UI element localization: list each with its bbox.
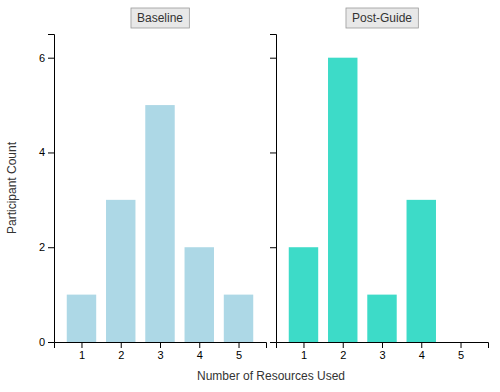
y-tick-label: 0: [39, 336, 45, 348]
y-tick-mark: [270, 152, 276, 153]
y-tick-mark: [48, 58, 54, 59]
bar: [67, 295, 96, 342]
x-tick: 2: [118, 342, 124, 361]
y-axis-title: Participant Count: [5, 141, 19, 234]
bar: [407, 200, 436, 342]
y-tick: 0: [39, 336, 54, 348]
y-tick: [270, 342, 276, 343]
y-axis-line: [270, 35, 277, 343]
y-tick: [270, 152, 276, 153]
x-tick: 5: [236, 342, 242, 361]
title-box: [346, 8, 418, 28]
y-tick: 4: [39, 146, 54, 158]
panel-title: Post-Guide: [346, 8, 418, 28]
x-tick-label: 5: [458, 349, 464, 361]
y-tick: 6: [39, 52, 54, 64]
x-tick-label: 2: [118, 349, 124, 361]
x-tick-mark: [199, 342, 200, 348]
bar: [185, 247, 214, 342]
title-box: [131, 8, 189, 28]
plot-area: [67, 105, 253, 342]
x-tick-label: 1: [301, 349, 307, 361]
bar: [224, 295, 253, 342]
plot-area: [289, 58, 436, 342]
y-tick: [270, 247, 276, 248]
x-axis: 1 2 3 4 5: [277, 342, 489, 361]
y-axis-line: [48, 35, 55, 343]
bar: [106, 200, 135, 342]
x-tick-mark: [239, 342, 240, 348]
chart-svg: 1 2 3 4 5 0 2 4 6 Baseline Participant Count Number…: [0, 0, 500, 392]
bar: [289, 247, 318, 342]
bar: [446, 342, 475, 343]
x-tick: 2: [340, 342, 346, 361]
x-tick-label: 1: [79, 349, 85, 361]
x-tick-mark: [121, 342, 122, 348]
x-tick: 3: [379, 342, 385, 361]
y-axis: [270, 35, 277, 343]
panel: 1 2 3 4 5 Post-Guide: [270, 8, 489, 361]
panel-title: Baseline: [131, 8, 189, 28]
chart-container: 1 2 3 4 5 0 2 4 6 Baseline Participant Count Number…: [0, 0, 500, 392]
x-tick-mark: [421, 342, 422, 348]
x-tick: 4: [419, 342, 425, 361]
y-tick-label: 6: [39, 52, 45, 64]
bar: [145, 105, 174, 342]
x-tick-label: 3: [379, 349, 385, 361]
x-tick: 1: [79, 342, 85, 361]
y-tick-label: 4: [39, 146, 45, 158]
y-axis: 0 2 4 6: [39, 35, 55, 349]
x-axis-line: [55, 343, 267, 349]
x-tick-mark: [303, 342, 304, 348]
x-tick-label: 5: [236, 349, 242, 361]
x-axis-line: [277, 343, 489, 349]
x-tick-label: 4: [419, 349, 425, 361]
panel: 1 2 3 4 5 0 2 4 6 Baseline Participant Count: [5, 8, 267, 361]
x-tick-mark: [461, 342, 462, 348]
x-tick: 4: [197, 342, 203, 361]
x-tick: 5: [458, 342, 464, 361]
y-tick: 2: [39, 241, 54, 253]
x-tick-mark: [81, 342, 82, 348]
x-axis: 1 2 3 4 5: [55, 342, 267, 361]
y-tick-mark: [48, 342, 54, 343]
y-tick: [270, 58, 276, 59]
y-tick-mark: [270, 247, 276, 248]
bar: [328, 58, 357, 342]
y-tick-mark: [48, 152, 54, 153]
title: Baseline: [137, 11, 183, 25]
x-tick-label: 2: [340, 349, 346, 361]
x-axis-title: Number of Resources Used: [197, 369, 345, 383]
x-tick-label: 4: [197, 349, 203, 361]
x-tick-label: 3: [157, 349, 163, 361]
y-tick-mark: [270, 58, 276, 59]
bar: [367, 295, 396, 342]
x-tick-mark: [343, 342, 344, 348]
x-tick: 1: [301, 342, 307, 361]
y-tick-mark: [270, 342, 276, 343]
y-tick-mark: [48, 247, 54, 248]
x-tick-mark: [382, 342, 383, 348]
y-tick-label: 2: [39, 241, 45, 253]
x-tick: 3: [157, 342, 163, 361]
title: Post-Guide: [352, 11, 412, 25]
x-tick-mark: [160, 342, 161, 348]
